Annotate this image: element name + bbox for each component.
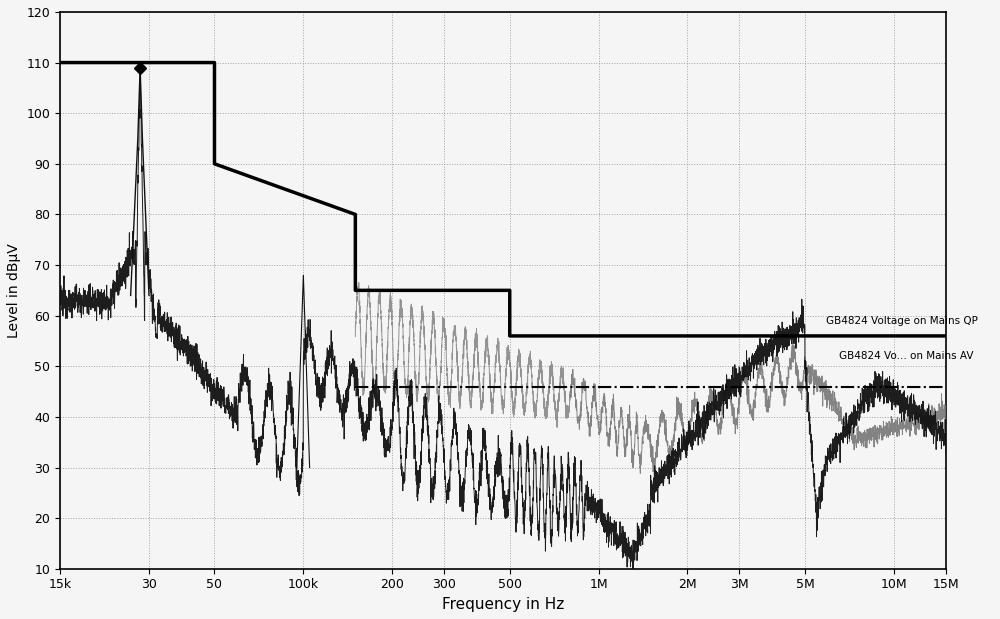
Text: GB4824 Vo... on Mains AV: GB4824 Vo... on Mains AV: [839, 351, 973, 361]
X-axis label: Frequency in Hz: Frequency in Hz: [442, 597, 564, 612]
Text: GB4824 Voltage on Mains QP: GB4824 Voltage on Mains QP: [826, 316, 978, 326]
Y-axis label: Level in dBµV: Level in dBµV: [7, 243, 21, 338]
